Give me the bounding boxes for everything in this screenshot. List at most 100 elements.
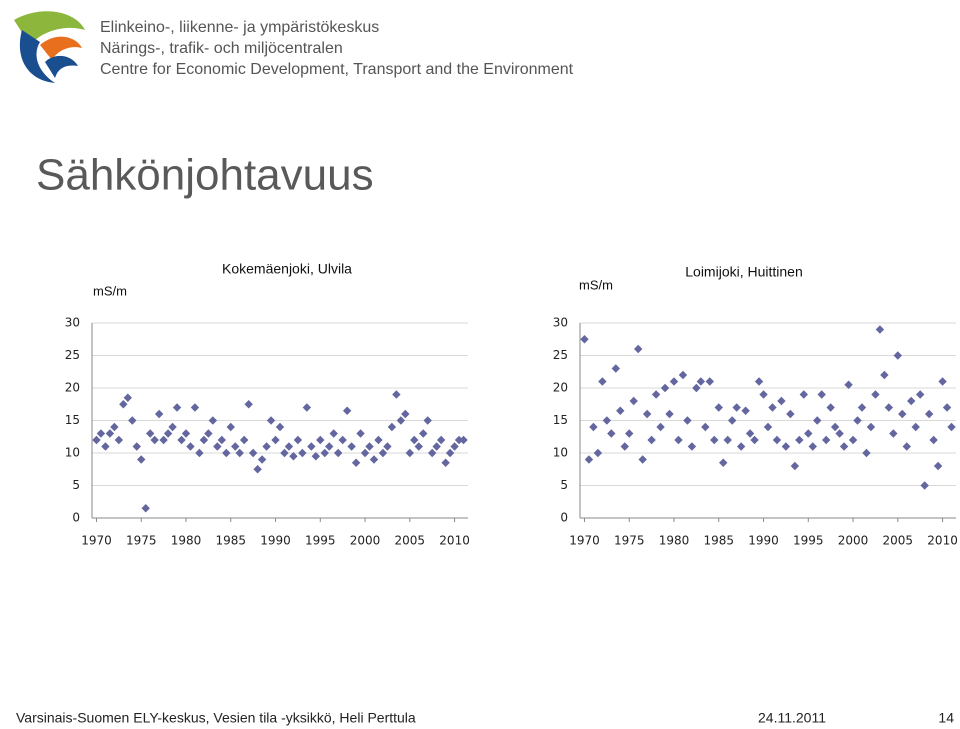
point (436, 435, 446, 445)
x-tick-label: 2005 (395, 534, 426, 548)
point (732, 403, 741, 412)
point (204, 429, 213, 438)
point (311, 452, 321, 461)
point (835, 429, 844, 438)
point (915, 390, 925, 399)
x-tick-label: 1990 (260, 534, 291, 548)
point (262, 442, 271, 451)
point (933, 461, 943, 471)
point (213, 442, 222, 451)
y-tick-label: 15 (65, 413, 80, 427)
point (163, 429, 173, 438)
point (817, 390, 826, 399)
point (302, 403, 312, 412)
point (875, 325, 885, 334)
x-tick-label: 1985 (703, 534, 734, 548)
point (660, 383, 670, 393)
point (316, 435, 325, 445)
point (195, 448, 204, 458)
point (101, 442, 110, 451)
point (593, 448, 603, 458)
point (616, 406, 625, 415)
point (857, 403, 867, 412)
x-tick-label: 1975 (614, 534, 645, 548)
x-tick-label: 1990 (748, 534, 779, 548)
point (351, 458, 361, 467)
point (781, 442, 791, 451)
point (920, 481, 929, 490)
point (222, 448, 231, 458)
y-tick-label: 30 (65, 316, 80, 330)
x-tick-label: 2005 (883, 534, 914, 548)
point (804, 429, 813, 438)
point (714, 403, 723, 412)
point (580, 335, 589, 344)
point (289, 452, 298, 461)
point (137, 455, 146, 464)
point (454, 435, 464, 445)
point (92, 435, 101, 445)
point (665, 409, 674, 419)
point (293, 435, 303, 445)
point (723, 435, 732, 445)
point (365, 442, 374, 451)
point (584, 455, 594, 464)
point (790, 461, 800, 471)
x-tick-label: 2010 (439, 534, 470, 548)
point (683, 416, 692, 425)
y-tick-label: 20 (553, 381, 568, 395)
point (696, 377, 706, 386)
point (907, 396, 916, 406)
point (186, 442, 195, 451)
point (777, 396, 786, 406)
point (848, 435, 858, 445)
point (866, 422, 876, 432)
point (741, 406, 750, 415)
point (239, 435, 249, 445)
page-number: 14 (938, 710, 954, 726)
y-tick-label: 5 (72, 478, 80, 492)
x-tick-label: 2000 (838, 534, 869, 548)
point (862, 448, 871, 458)
point (754, 377, 764, 386)
x-tick-label: 1985 (215, 534, 246, 548)
point (374, 435, 383, 445)
point (96, 429, 106, 438)
point (114, 435, 124, 445)
point (369, 455, 379, 464)
point (938, 377, 947, 386)
point (208, 416, 218, 425)
point (589, 422, 598, 432)
point (759, 390, 768, 399)
point (168, 422, 177, 432)
point (280, 448, 289, 458)
header-line: Centre for Economic Development, Transpo… (100, 61, 574, 78)
point (266, 416, 276, 425)
point (141, 504, 150, 513)
x-tick-label: 1980 (171, 534, 202, 548)
header-line: Närings-, trafik- och miljöcentralen (100, 40, 343, 57)
point (360, 448, 370, 458)
point (320, 448, 329, 458)
point (942, 403, 952, 412)
point (392, 390, 401, 399)
point (710, 435, 719, 445)
point (432, 442, 441, 451)
point (199, 435, 209, 445)
point (808, 442, 817, 451)
point (401, 409, 410, 419)
chart-title: Kokemäenjoki, Ulvila (222, 261, 352, 277)
point (405, 448, 415, 458)
y-tick-label: 10 (553, 446, 568, 460)
point (884, 403, 894, 412)
point (419, 429, 428, 438)
point (383, 442, 392, 451)
point (450, 442, 459, 451)
point (145, 429, 155, 438)
point (745, 429, 755, 438)
point (642, 409, 652, 419)
point (347, 442, 356, 451)
point (705, 377, 715, 386)
point (423, 416, 432, 425)
